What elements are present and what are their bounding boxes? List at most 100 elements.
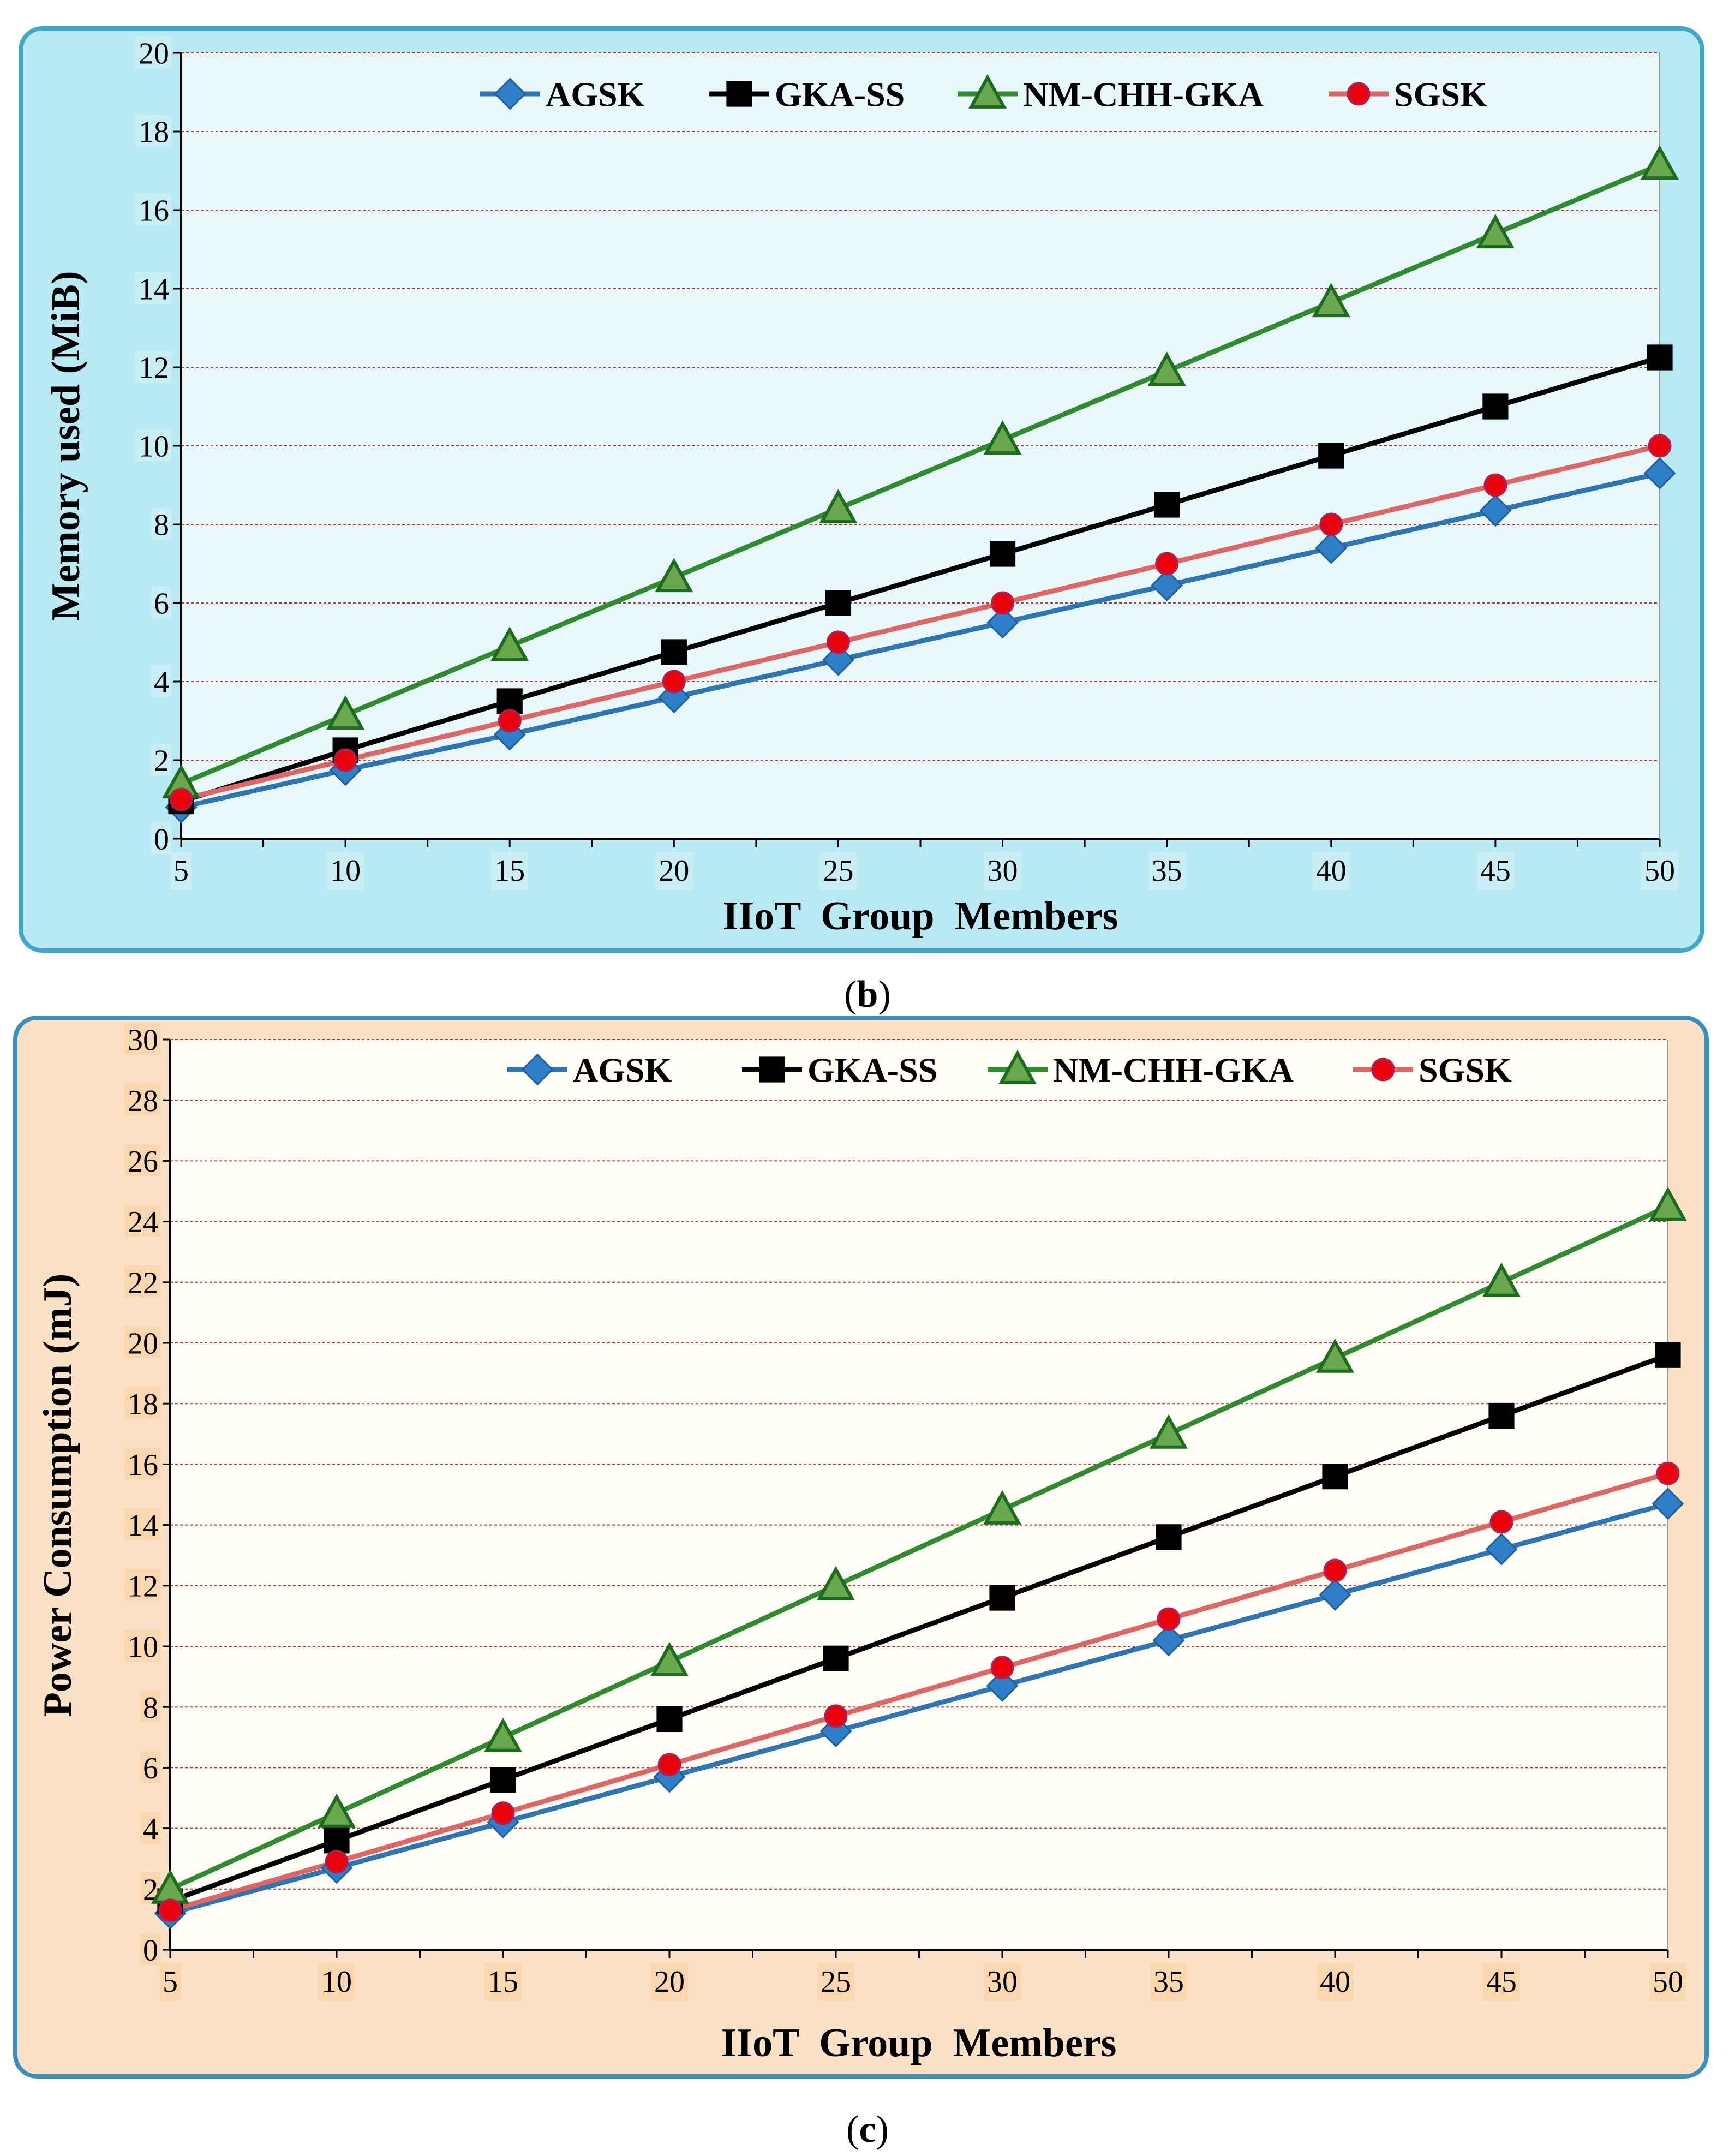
x-tick-label-bg [491, 852, 529, 890]
data-point-sgsk [1157, 1607, 1181, 1631]
legend-label-nm-chh-gka: NM-CHH-GKA [1023, 75, 1264, 114]
legend-label-agsk: AGSK [573, 1050, 672, 1089]
legend-marker-agsk [494, 77, 527, 110]
x-tick-label: 20 [659, 854, 689, 888]
y-tick-label: 12 [139, 351, 169, 385]
data-point-nm-chh-gka [490, 626, 529, 661]
x-tick-label-bg [817, 1963, 855, 2001]
y-tick-label-bg [140, 1933, 160, 1965]
y-tick-label: 16 [139, 194, 169, 228]
x-tick-label: 45 [1486, 1965, 1517, 1999]
x-tick-label-bg [170, 852, 192, 890]
x-tick-label: 30 [988, 854, 1018, 888]
y-tick-label-bg [140, 1690, 160, 1723]
y-tick-label-bg [151, 743, 171, 775]
y-tick-label: 10 [139, 430, 169, 464]
y-tick-label-bg [124, 1508, 160, 1540]
y-tick-label: 8 [154, 509, 169, 542]
panel-c-x-axis-label: IIoT Group Members [721, 2021, 1117, 2065]
data-point-gka-ss [490, 1767, 516, 1793]
y-tick-label-bg [135, 272, 171, 304]
y-tick-label-bg [140, 1751, 160, 1783]
series-line-nm-chh-gka [180, 163, 1661, 786]
data-point-nm-chh-gka [650, 1641, 689, 1676]
y-tick-label-bg [151, 822, 171, 854]
y-tick-label-bg [124, 1204, 160, 1237]
panel-c-legend: AGSK GKA-SS NM-CHH-GKA SGSK [507, 1049, 1512, 1089]
data-point-nm-chh-gka [1312, 283, 1350, 318]
y-tick-label-bg [124, 1569, 160, 1601]
y-tick-label: 16 [128, 1448, 158, 1482]
y-tick-label: 28 [128, 1084, 158, 1118]
x-tick-label-bg [819, 852, 857, 890]
y-tick-label: 26 [128, 1145, 158, 1179]
data-point-sgsk [826, 630, 850, 654]
y-tick-label: 24 [128, 1205, 158, 1239]
data-point-sgsk [1648, 434, 1672, 458]
panel-c-x-ticks: 5 10 15 20 25 30 35 40 45 50 [159, 1950, 1687, 2001]
data-point-agsk [1315, 531, 1348, 564]
y-tick-label: 10 [128, 1631, 158, 1664]
data-point-sgsk [1656, 1461, 1680, 1485]
x-tick-label-bg [326, 852, 364, 890]
y-tick-label-bg [135, 115, 171, 147]
data-point-sgsk [824, 1704, 848, 1728]
y-tick-label-bg [151, 586, 171, 618]
panel-b-gridlines [181, 52, 1660, 761]
panel-c-series [151, 1186, 1687, 1930]
panel-b-legend: AGSK GKA-SS NM-CHH-GKA SGSK [480, 74, 1487, 114]
y-tick-label-bg [151, 507, 171, 540]
x-tick-label: 5 [163, 1965, 178, 1999]
data-point-sgsk [1319, 512, 1343, 536]
legend-label-nm-chh-gka: NM-CHH-GKA [1053, 1050, 1294, 1089]
legend-label-gka-ss: GKA-SS [775, 75, 905, 114]
data-point-nm-chh-gka [983, 420, 1022, 455]
data-point-agsk [1151, 569, 1183, 602]
data-point-nm-chh-gka [484, 1717, 522, 1752]
y-tick-label: 6 [154, 587, 169, 621]
data-point-gka-ss [1488, 1402, 1515, 1429]
y-tick-label-bg [135, 429, 171, 461]
panel-c-caption-letter: c [859, 2109, 876, 2151]
y-tick-label: 8 [143, 1691, 158, 1725]
data-point-agsk [986, 606, 1019, 639]
data-point-sgsk [498, 709, 522, 733]
x-tick-label: 35 [1153, 1965, 1184, 1999]
y-tick-label: 0 [154, 823, 169, 857]
x-tick-label: 50 [1644, 854, 1675, 888]
data-point-gka-ss [661, 639, 687, 665]
y-tick-label: 4 [154, 666, 169, 700]
data-point-gka-ss [1482, 393, 1509, 420]
y-tick-label-bg [124, 1083, 160, 1116]
data-point-agsk [1152, 1624, 1185, 1657]
x-tick-label: 25 [821, 1965, 851, 1999]
series-line-agsk [169, 1501, 1669, 1916]
series-line-sgsk [180, 443, 1661, 802]
data-point-gka-ss [1647, 344, 1673, 371]
data-point-sgsk [1489, 1510, 1513, 1534]
y-tick-label-bg [135, 36, 171, 68]
panel-c-caption: (c) [846, 2109, 889, 2151]
x-tick-label: 5 [174, 854, 189, 888]
panel-c-plot-area [170, 1040, 1668, 1950]
data-point-sgsk [991, 591, 1015, 615]
x-tick-label-bg [1316, 1963, 1354, 2001]
x-tick-label: 25 [823, 854, 853, 888]
x-tick-label: 35 [1152, 854, 1182, 888]
data-point-sgsk [333, 748, 357, 772]
data-point-gka-ss [989, 1585, 1015, 1611]
series-line-gka-ss [180, 355, 1661, 804]
data-point-agsk [653, 1760, 686, 1793]
x-tick-label-bg [1148, 852, 1186, 890]
legend-marker-gka-ss [759, 1056, 785, 1083]
data-point-nm-chh-gka [1316, 1338, 1354, 1373]
data-point-sgsk [1155, 552, 1179, 576]
data-point-gka-ss [656, 1706, 683, 1733]
data-point-nm-chh-gka [819, 489, 858, 524]
y-tick-label: 30 [128, 1024, 158, 1058]
y-tick-label: 0 [143, 1934, 158, 1968]
data-point-agsk [822, 643, 854, 676]
data-point-nm-chh-gka [1482, 1262, 1521, 1297]
data-point-nm-chh-gka [1147, 351, 1186, 386]
